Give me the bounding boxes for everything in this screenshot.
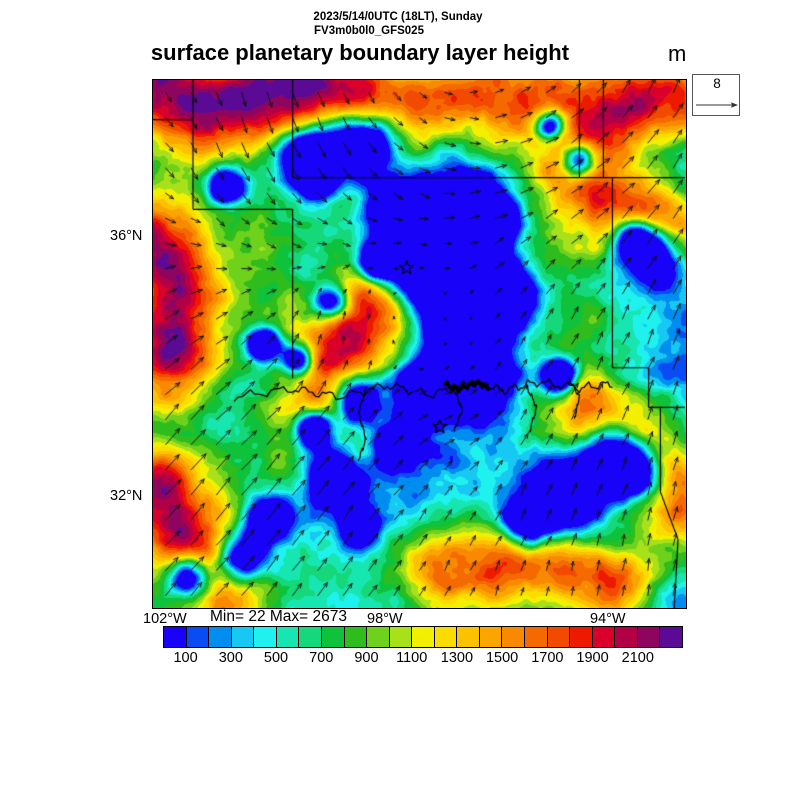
xtick-label-94w: 94°W — [590, 611, 626, 627]
units-label: m — [668, 41, 687, 66]
colorbar-cell-5 — [276, 627, 300, 647]
colorbar-tick-1300: 1300 — [440, 650, 474, 666]
colorbar-tick-500: 500 — [263, 650, 289, 666]
colorbar-tick-labels: 100 300 500 700 900 1100 1300 1500 1700 1900 2100 — [163, 650, 683, 670]
colorbar-cell-12 — [434, 627, 458, 647]
colorbar-tick-900: 900 — [354, 650, 379, 666]
colorbar-tick-1900: 1900 — [576, 650, 609, 666]
colorbar-cell-6 — [299, 627, 322, 647]
colorbar-cell-16 — [525, 627, 548, 647]
colorbar[interactable] — [163, 626, 683, 648]
colorbar-cell-13 — [457, 627, 480, 647]
colorbar-tick-300: 300 — [218, 650, 243, 666]
colorbar-tick-1700: 1700 — [531, 650, 564, 666]
colorbar-cell-2 — [209, 627, 232, 647]
colorbar-cell-7 — [321, 627, 345, 647]
colorbar-cell-0 — [164, 627, 187, 647]
model-title: FV3m0b0l0_GFS025 — [314, 25, 424, 37]
colorbar-cell-1 — [186, 627, 210, 647]
ytick-label-36n: 36°N — [110, 228, 143, 244]
xtick-label-98w: 98°W — [367, 611, 403, 627]
colorbar-cell-17 — [547, 627, 571, 647]
colorbar-tick-100: 100 — [173, 650, 198, 666]
colorbar-cell-19 — [592, 627, 616, 647]
colorbar-cell-10 — [389, 627, 413, 647]
page-title: surface planetary boundary layer height — [150, 40, 570, 65]
xtick-label-102w: 102°W — [143, 611, 187, 627]
wind-vector-reference-value: 8 — [713, 76, 721, 91]
colorbar-tick-2100: 2100 — [621, 650, 654, 666]
colorbar-cell-21 — [637, 627, 661, 647]
wind-vector-legend: 8 — [692, 74, 740, 116]
wind-vectors-and-borders — [153, 80, 686, 608]
colorbar-cell-9 — [367, 627, 390, 647]
datetime-title: 2023/5/14/0UTC (18LT), Sunday — [313, 11, 483, 23]
colorbar-cell-22 — [660, 627, 682, 647]
colorbar-tick-1500: 1500 — [485, 650, 519, 666]
colorbar-cell-3 — [231, 627, 255, 647]
minmax-annotation: Min= 22 Max= 2673 — [210, 608, 348, 625]
colorbar-tick-1100: 1100 — [396, 650, 428, 666]
ytick-label-32n: 32°N — [110, 488, 143, 504]
colorbar-cell-15 — [502, 627, 525, 647]
title-block: 2023/5/14/0UTC (18LT), Sunday FV3m0b0l0_… — [0, 10, 800, 38]
wind-vector-reference-arrow — [696, 102, 738, 108]
colorbar-cell-8 — [344, 627, 368, 647]
colorbar-tick-700: 700 — [309, 650, 334, 666]
colorbar-cell-4 — [254, 627, 277, 647]
colorbar-cell-18 — [570, 627, 593, 647]
colorbar-cell-11 — [412, 627, 435, 647]
colorbar-cell-14 — [479, 627, 503, 647]
colorbar-cell-20 — [615, 627, 638, 647]
map-plot-area[interactable] — [152, 79, 687, 609]
